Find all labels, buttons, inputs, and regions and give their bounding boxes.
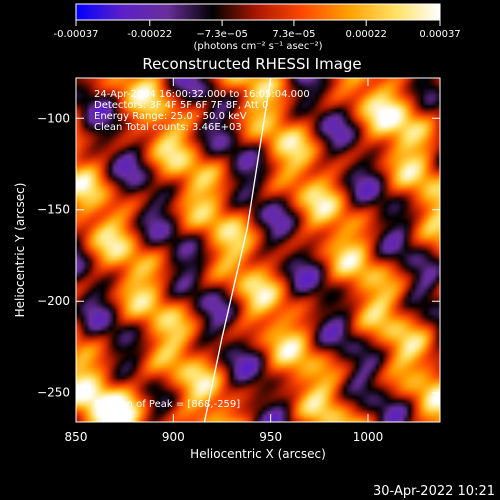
chart-title: Reconstructed RHESSI Image <box>142 55 361 73</box>
colorbar-tick-label: 0.00037 <box>419 29 460 40</box>
heatmap-image <box>76 78 440 422</box>
colorbar-unit-label: (photons cm⁻² s⁻¹ asec⁻²) <box>193 41 322 52</box>
x-tick-label: 950 <box>259 430 282 444</box>
annotation-counts: Clean Total counts: 3.46E+03 <box>94 122 242 133</box>
x-tick-label: 1000 <box>353 430 384 444</box>
x-axis-label: Heliocentric X (arcsec) <box>190 447 326 461</box>
y-axis-label: Heliocentric Y (arcsec) <box>13 183 27 318</box>
colorbar-gradient <box>75 3 441 21</box>
peak-position-label: Position of Peak = [868,-259] <box>94 399 240 410</box>
x-tick-label: 900 <box>162 430 185 444</box>
colorbar-tick-label: -0.00022 <box>127 29 172 40</box>
solar-limb-curve <box>203 77 272 423</box>
colorbar-tick-label: -0.00037 <box>54 29 99 40</box>
colorbar-ticks: -0.00037 -0.00022 −7.3e−05 7.3e−05 0.00022 0.… <box>54 20 461 40</box>
y-tick-label: −150 <box>37 203 70 217</box>
y-tick-label: −200 <box>37 294 70 308</box>
annotation-detectors: Detectors: 3F 4F 5F 6F 7F 8F, Att 0 <box>94 100 268 111</box>
x-tick-label: 850 <box>65 430 88 444</box>
y-tick-label: −100 <box>37 111 70 125</box>
plot-frame <box>75 77 441 423</box>
annotation-time: 24-Apr-2004 16:00:32.000 to 16:05:04.000 <box>94 89 310 100</box>
axis-ticks: 850 900 950 1000 −250 −200 −150 −100 <box>37 78 440 444</box>
plot-area: 850 900 950 1000 −250 −200 −150 −100 <box>37 77 441 444</box>
colorbar-tick-label: 0.00022 <box>346 29 387 40</box>
y-tick-label: −250 <box>37 386 70 400</box>
annotation-energy: Energy Range: 25.0 - 50.0 keV <box>94 111 247 122</box>
footer-timestamp: 30-Apr-2022 10:21 <box>373 484 495 499</box>
colorbar: -0.00037 -0.00022 −7.3e−05 7.3e−05 0.00022 0.… <box>54 3 461 52</box>
colorbar-tick-label: 7.3e−05 <box>272 29 315 40</box>
annotation-block: 24-Apr-2004 16:00:32.000 to 16:05:04.000… <box>94 89 310 133</box>
colorbar-tick-label: −7.3e−05 <box>196 29 248 40</box>
